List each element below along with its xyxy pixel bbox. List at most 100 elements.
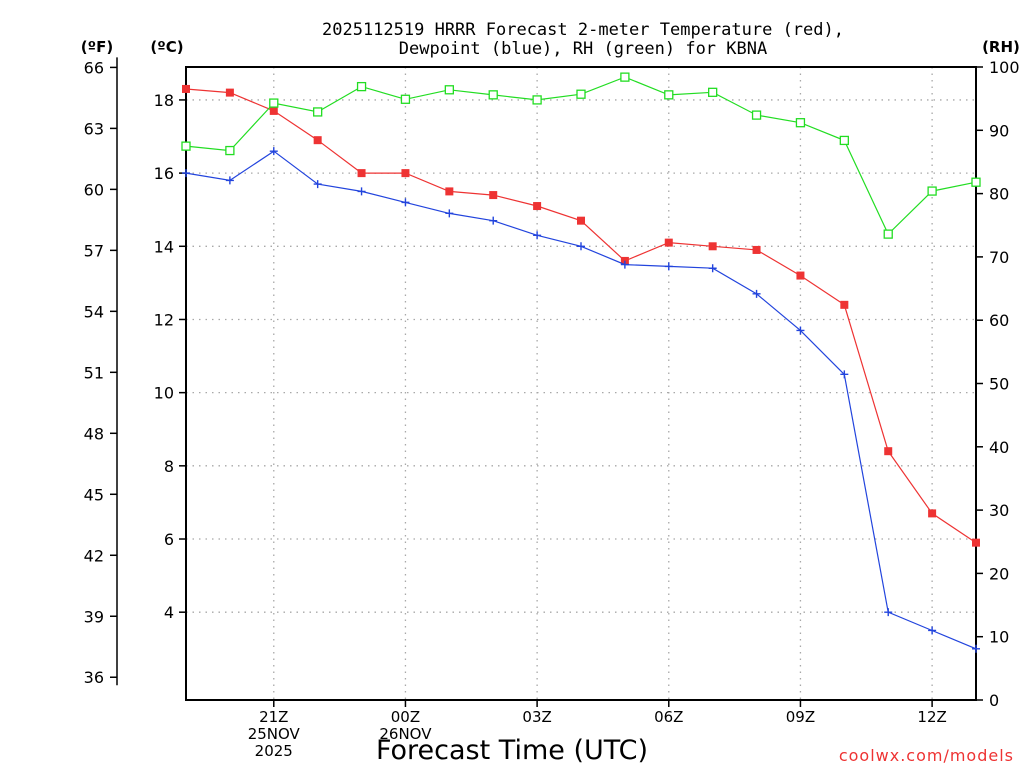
- time-tick-label: 26NOV: [379, 725, 432, 743]
- data-point-dewpoint: [796, 326, 805, 335]
- fahrenheit-tick-label: 48: [84, 424, 104, 443]
- fahrenheit-tick-label: 36: [84, 668, 104, 687]
- x-axis-label: Forecast Time (UTC): [376, 735, 648, 766]
- data-point-dewpoint: [752, 289, 761, 298]
- rh-unit-label: (RH): [982, 38, 1020, 56]
- data-point-dewpoint: [577, 242, 585, 251]
- data-point-dewpoint: [313, 180, 322, 189]
- time-tick-label: 21Z: [259, 708, 288, 726]
- fahrenheit-unit-label: (ºF): [81, 38, 113, 56]
- celsius-tick-label: 8: [164, 457, 174, 476]
- data-point-rh: [883, 229, 893, 239]
- data-point-rh: [225, 145, 235, 156]
- rh-tick-label: 10: [989, 628, 1009, 647]
- data-point-rh: [488, 90, 498, 100]
- celsius-tick-label: 12: [154, 310, 174, 329]
- time-tick-label: 00Z: [391, 708, 420, 726]
- data-point-rh: [444, 85, 454, 95]
- data-point-rh: [751, 110, 762, 120]
- chart-title-line1: 2025112519 HRRR Forecast 2-meter Tempera…: [322, 20, 844, 40]
- celsius-tick-label: 4: [164, 603, 174, 622]
- data-point-dewpoint: [445, 209, 454, 218]
- rh-tick-label: 20: [989, 564, 1009, 583]
- fahrenheit-tick-label: 39: [84, 607, 104, 626]
- data-point-rh: [927, 186, 937, 196]
- series-layer: [181, 72, 981, 653]
- celsius-tick-label: 16: [154, 164, 174, 183]
- chart-title-line2: Dewpoint (blue), RH (green) for KBNA: [399, 39, 767, 59]
- data-point-rh: [356, 81, 367, 92]
- series-2-meter-temperature: [182, 84, 980, 547]
- fahrenheit-tick-label: 51: [84, 363, 104, 382]
- data-point-dewpoint: [664, 262, 673, 271]
- data-point-dewpoint: [182, 169, 190, 178]
- time-tick-label: 2025: [255, 742, 293, 760]
- data-point-2-meter-temperature: [708, 242, 717, 251]
- time-tick-label: 12Z: [917, 708, 946, 726]
- fahrenheit-tick-label: 42: [84, 546, 104, 565]
- data-point-2-meter-temperature: [577, 216, 585, 225]
- data-point-dewpoint: [357, 187, 366, 196]
- data-point-dewpoint: [840, 370, 849, 379]
- data-point-dewpoint: [225, 176, 234, 185]
- data-point-rh: [181, 141, 191, 151]
- fahrenheit-tick-label: 63: [84, 119, 104, 138]
- fahrenheit-tick-label: 45: [84, 485, 104, 504]
- data-point-2-meter-temperature: [269, 106, 278, 115]
- watermark: coolwx.com/models: [839, 746, 1014, 765]
- celsius-tick-label: 6: [164, 530, 174, 549]
- fahrenheit-tick-label: 54: [84, 302, 104, 321]
- rh-tick-label: 30: [989, 501, 1009, 520]
- time-tick-label: 25NOV: [248, 725, 301, 743]
- data-point-rh: [532, 95, 542, 105]
- data-point-dewpoint: [401, 198, 410, 207]
- celsius-tick-label: 10: [154, 384, 174, 403]
- data-point-rh: [576, 89, 586, 99]
- fahrenheit-tick-label: 60: [84, 180, 104, 199]
- data-point-rh: [400, 94, 411, 104]
- data-point-dewpoint: [533, 231, 542, 240]
- data-point-2-meter-temperature: [225, 88, 234, 97]
- celsius-tick-label: 18: [154, 91, 174, 110]
- series-rh: [181, 72, 981, 239]
- rh-tick-label: 70: [989, 248, 1009, 267]
- data-point-dewpoint: [269, 147, 278, 156]
- data-point-rh: [269, 98, 279, 108]
- data-point-2-meter-temperature: [796, 271, 805, 280]
- rh-tick-label: 90: [989, 121, 1009, 140]
- rh-tick-label: 80: [989, 185, 1009, 204]
- rh-tick-label: 60: [989, 311, 1009, 330]
- data-point-2-meter-temperature: [357, 169, 366, 178]
- series-dewpoint: [182, 147, 980, 653]
- data-point-2-meter-temperature: [928, 509, 937, 518]
- data-point-rh: [839, 135, 849, 146]
- data-point-2-meter-temperature: [664, 238, 673, 247]
- data-point-2-meter-temperature: [313, 136, 322, 145]
- data-point-dewpoint: [884, 608, 893, 617]
- data-point-rh: [620, 72, 630, 82]
- data-point-rh: [971, 177, 981, 187]
- series-line-2-meter-temperature: [185, 88, 977, 544]
- data-point-dewpoint: [620, 260, 629, 269]
- data-point-2-meter-temperature: [884, 447, 893, 456]
- rh-tick-label: 50: [989, 375, 1009, 394]
- data-point-dewpoint: [708, 264, 717, 273]
- data-point-2-meter-temperature: [752, 245, 761, 254]
- data-point-dewpoint: [928, 626, 937, 635]
- data-point-2-meter-temperature: [489, 191, 498, 200]
- data-point-2-meter-temperature: [840, 300, 849, 309]
- data-point-2-meter-temperature: [182, 84, 190, 93]
- plot-frame: [185, 66, 977, 701]
- fahrenheit-tick-label: 57: [84, 241, 104, 260]
- axes: 36 39 42 45 48 51 54 57 60 63 66 4 6 8 10 12 14 16 18 0 10 20…: [84, 57, 1020, 760]
- data-point-dewpoint: [489, 216, 498, 225]
- data-point-dewpoint: [972, 644, 980, 653]
- grid-lines: [186, 67, 976, 700]
- rh-tick-label: 40: [989, 438, 1009, 457]
- data-point-2-meter-temperature: [401, 169, 410, 178]
- series-line-dewpoint: [185, 150, 977, 650]
- data-point-2-meter-temperature: [445, 187, 454, 196]
- rh-tick-label: 100: [989, 58, 1020, 77]
- data-point-rh: [664, 90, 674, 100]
